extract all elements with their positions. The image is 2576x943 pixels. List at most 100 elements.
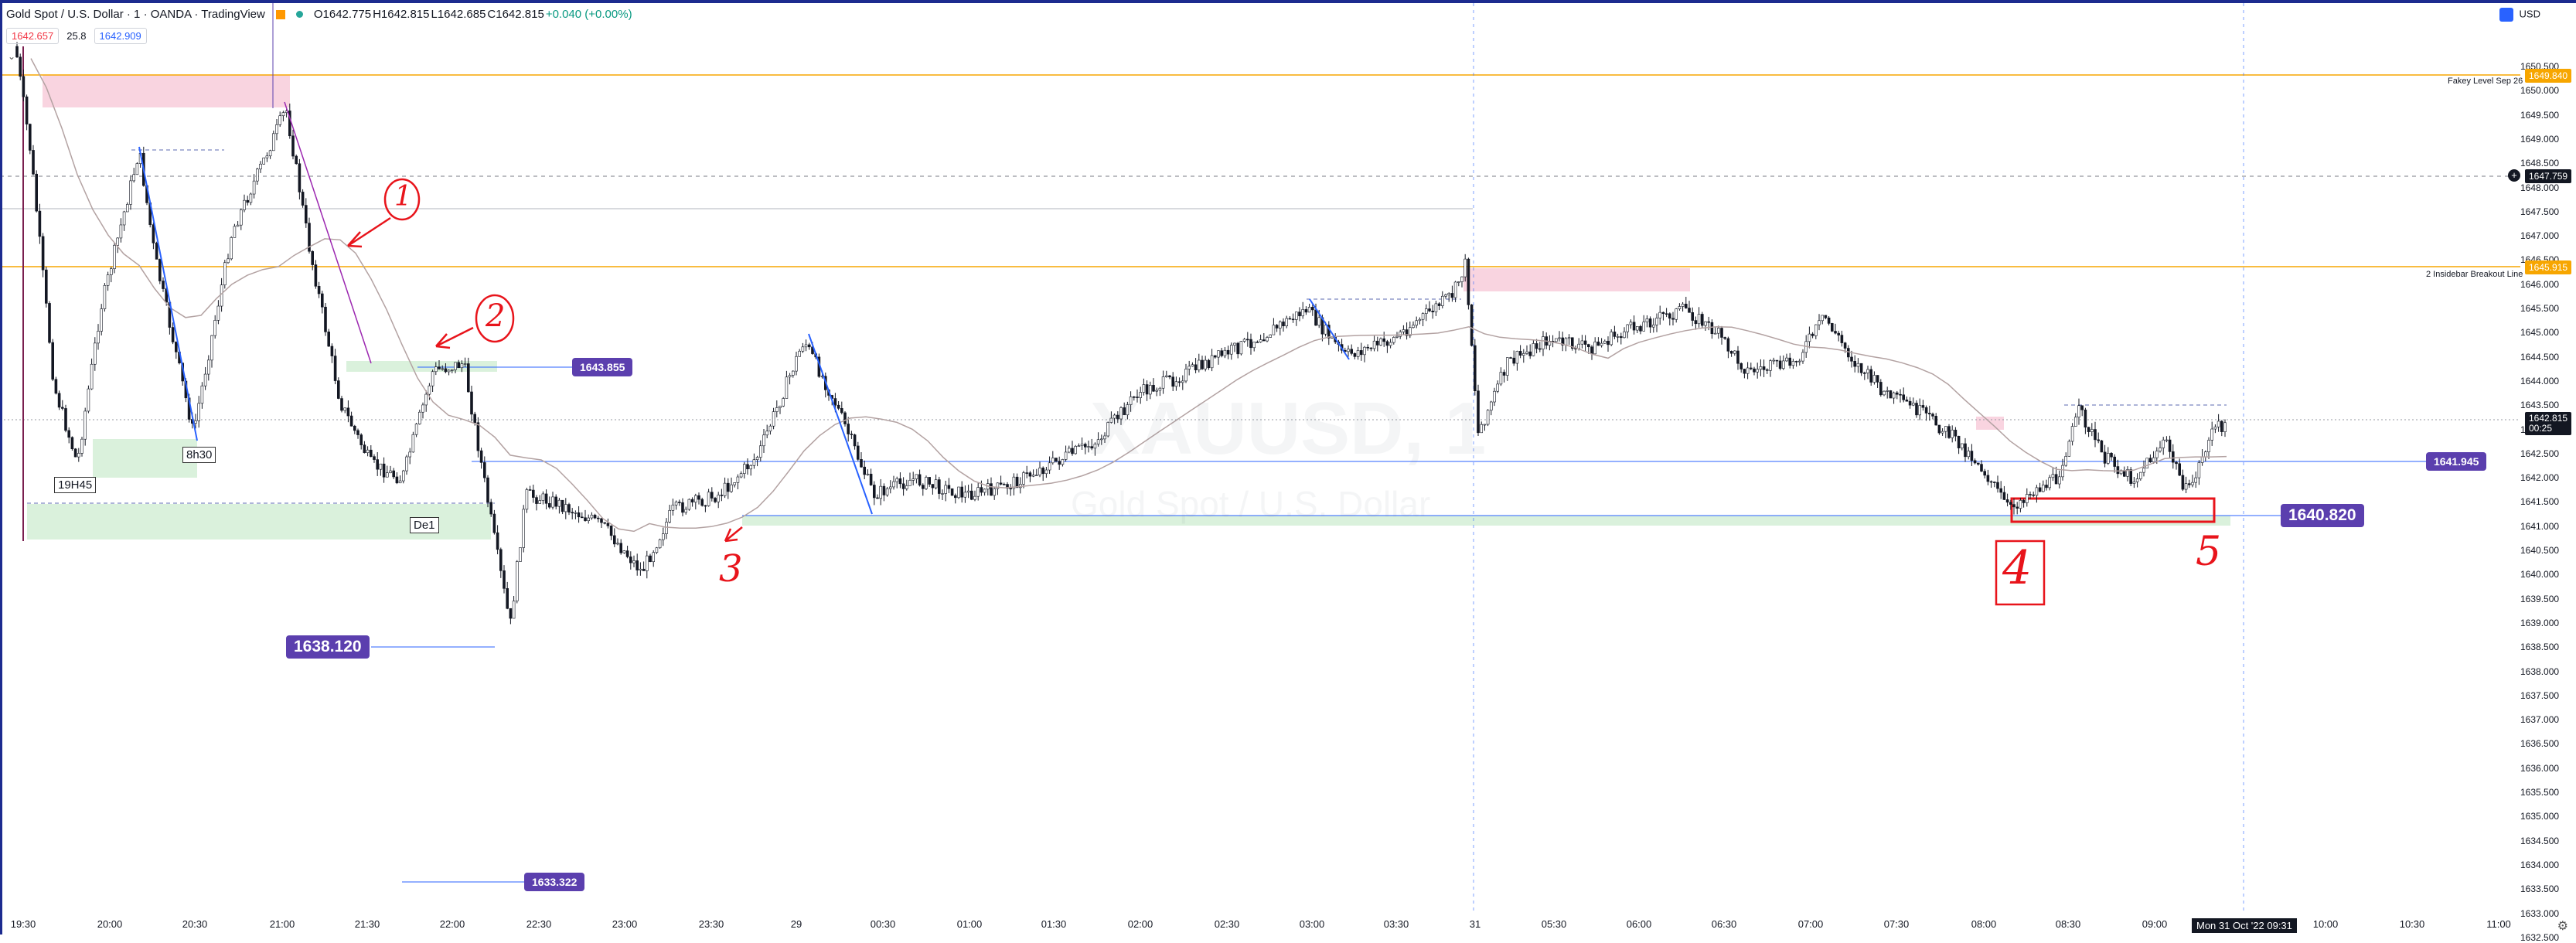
price-tick: 1647.500: [2520, 206, 2560, 217]
name-watermark: Gold Spot / U.S. Dollar: [1071, 484, 1431, 524]
candle-body: [479, 450, 483, 463]
candle-body: [1782, 360, 1785, 369]
candle-body: [1678, 306, 1682, 309]
buy-button[interactable]: 1642.909: [94, 28, 147, 44]
candle-body: [1717, 328, 1720, 334]
price-label-1643855[interactable]: 1643.855: [572, 358, 633, 376]
chart-settings-icon[interactable]: ⚙: [2557, 920, 2568, 933]
candle-body: [1028, 472, 1032, 477]
candle-body: [2132, 482, 2136, 484]
candle-body: [554, 496, 558, 507]
candle-body: [349, 415, 353, 427]
price-label-1641945[interactable]: 1641.945: [2426, 452, 2487, 471]
candle-body: [908, 480, 911, 486]
candle-body: [359, 434, 363, 445]
time-tick: 29: [790, 918, 802, 930]
candle-body: [1759, 366, 1763, 370]
candle-body: [1879, 382, 1883, 396]
currency-selector[interactable]: USD: [2499, 8, 2540, 22]
candle-body: [1652, 325, 1655, 328]
candle-body: [2139, 472, 2142, 479]
candle-body: [1210, 355, 1214, 369]
collapse-legend-icon[interactable]: ⌄: [8, 51, 16, 62]
candle-body: [551, 496, 554, 508]
candle-body: [1701, 314, 1704, 326]
candle-body: [782, 398, 785, 407]
candle-body: [2077, 405, 2080, 418]
candle-body: [2054, 474, 2058, 485]
candle-body: [922, 485, 925, 489]
candle-body: [1957, 435, 1961, 448]
price-label-1633322[interactable]: 1633.322: [524, 873, 585, 891]
candle-body: [1954, 430, 1958, 437]
market-status-icon[interactable]: [275, 9, 285, 19]
candle-body: [1746, 367, 1750, 374]
price-label-1640820[interactable]: 1640.820: [2281, 504, 2364, 527]
candle-body: [2103, 451, 2107, 464]
candle-body: [850, 434, 854, 435]
candle-body: [739, 473, 743, 478]
add-alert-icon[interactable]: +: [2508, 169, 2520, 182]
candle-body: [116, 237, 119, 246]
price-label-1638120[interactable]: 1638.120: [286, 635, 370, 659]
candle-body: [1307, 307, 1311, 313]
candle-body: [1629, 322, 1633, 325]
candle-body: [77, 453, 80, 458]
candle-body: [417, 411, 421, 424]
candle-body: [795, 356, 798, 372]
candle-body: [1593, 341, 1596, 355]
candle-body: [843, 412, 847, 424]
candle-body: [1827, 317, 1831, 324]
time-tick: 23:30: [698, 918, 724, 930]
candle-body: [697, 495, 700, 500]
candle-body: [1223, 349, 1227, 356]
time-tick: 31: [1469, 918, 1481, 930]
candle-body: [671, 504, 675, 511]
candle-body: [389, 470, 392, 473]
candle-body: [918, 474, 922, 485]
candle-body: [1226, 349, 1230, 355]
candle-body: [1778, 360, 1782, 369]
candle-body: [330, 346, 334, 356]
candle-body: [1837, 332, 1840, 335]
chart-legend[interactable]: Gold Spot / U.S. Dollar · 1 · OANDA · Tr…: [6, 8, 632, 21]
sell-button[interactable]: 1642.657: [6, 28, 60, 44]
candle-body: [1899, 393, 1902, 396]
candle-body: [200, 385, 204, 404]
candle-body: [723, 482, 727, 496]
live-data-icon: [295, 11, 303, 18]
candle-body: [580, 516, 584, 519]
candle-body: [2022, 500, 2026, 503]
candle-body: [1198, 359, 1201, 370]
candle-body: [1580, 340, 1584, 345]
candle-body: [1951, 430, 1954, 438]
candle-body: [1048, 462, 1051, 471]
candle-body: [1285, 318, 1288, 327]
time-tick: 03:30: [1383, 918, 1409, 930]
time-tick: 06:00: [1626, 918, 1652, 930]
crosshair-time-label: Mon 31 Oct '22 09:31: [2192, 918, 2297, 933]
time-tick: 22:30: [526, 918, 552, 930]
candle-body: [346, 407, 350, 417]
candle-body: [2200, 456, 2204, 463]
candle-body: [2172, 451, 2175, 463]
candle-body: [444, 368, 448, 373]
candle-body: [1600, 342, 1603, 346]
candle-body: [1145, 384, 1149, 395]
fakey-level-note: Fakey Level Sep 26: [2448, 77, 2523, 86]
trade-buttons[interactable]: 1642.657 25.8 1642.909: [6, 28, 147, 44]
annotation-number-5: 5: [2196, 529, 2222, 575]
candle-body: [1171, 376, 1174, 387]
candle-body: [837, 404, 840, 409]
candle-body: [327, 332, 331, 347]
price-tick: 1637.000: [2520, 714, 2560, 726]
candle-body: [2135, 478, 2139, 482]
candle-body: [2210, 428, 2213, 441]
candle-body: [1201, 359, 1204, 369]
candle-body: [1561, 337, 1564, 346]
symbol-title[interactable]: Gold Spot / U.S. Dollar · 1 · OANDA · Tr…: [6, 8, 265, 21]
candle-body: [48, 303, 51, 343]
candle-body: [1587, 344, 1590, 348]
